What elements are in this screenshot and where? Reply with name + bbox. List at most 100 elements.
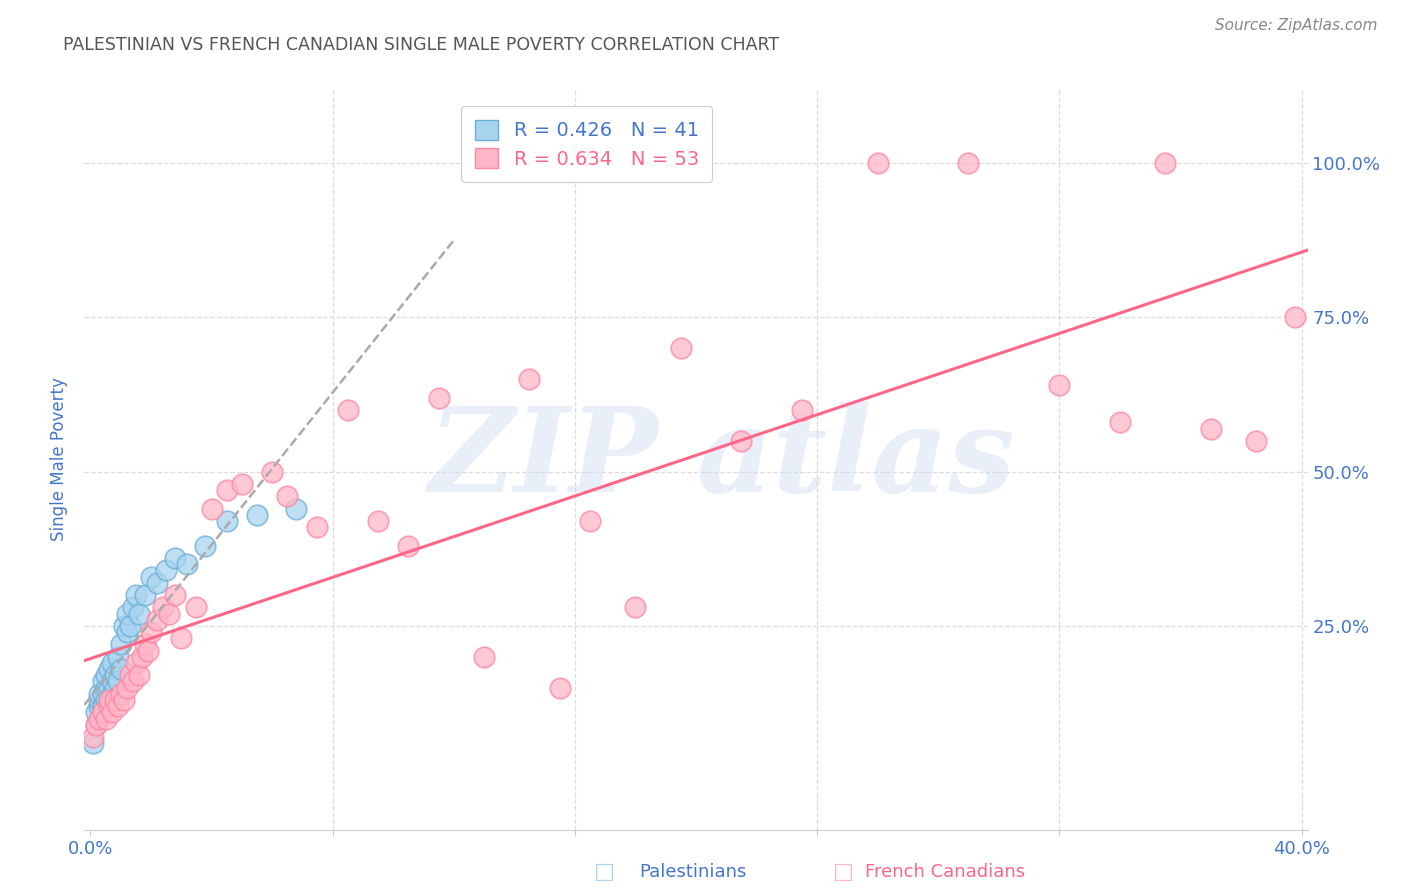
Text: Palestinians: Palestinians: [640, 863, 747, 881]
Point: [104, 693, 127, 707]
Point: [107, 649, 129, 664]
Legend: R = 0.426   N = 41, R = 0.634   N = 53: R = 0.426 N = 41, R = 0.634 N = 53: [461, 106, 713, 182]
Point: [118, 668, 141, 682]
Point: [285, 501, 308, 516]
Point: [134, 588, 156, 602]
Point: [115, 607, 138, 621]
Point: [1284, 310, 1306, 325]
Point: [107, 699, 129, 714]
Point: [94, 693, 117, 707]
Point: [104, 668, 127, 682]
Point: [115, 625, 138, 640]
Point: [91, 687, 114, 701]
Point: [139, 625, 162, 640]
Point: [89, 687, 111, 701]
Point: [152, 600, 174, 615]
Point: [146, 575, 169, 590]
Text: French Canadians: French Canadians: [865, 863, 1025, 881]
Point: [89, 712, 111, 726]
Point: [215, 483, 238, 498]
Point: [100, 687, 122, 701]
Point: [86, 717, 108, 731]
Point: [730, 434, 752, 448]
Point: [121, 674, 143, 689]
Point: [125, 656, 148, 670]
Point: [472, 649, 495, 664]
Point: [94, 668, 117, 682]
Point: [579, 514, 602, 528]
Point: [957, 156, 980, 170]
Point: [89, 693, 111, 707]
Point: [89, 699, 111, 714]
Point: [669, 342, 692, 356]
Text: ZIP: ZIP: [429, 402, 659, 516]
Point: [176, 558, 198, 572]
Point: [100, 674, 122, 689]
Point: [118, 619, 141, 633]
Point: [97, 699, 120, 714]
Point: [165, 551, 187, 566]
Point: [262, 465, 284, 479]
Point: [1108, 416, 1130, 430]
Point: [519, 372, 541, 386]
Point: [790, 403, 813, 417]
Point: [86, 717, 108, 731]
Point: [97, 681, 120, 695]
Point: [186, 600, 208, 615]
Point: [307, 520, 329, 534]
Point: [91, 674, 114, 689]
Point: [194, 539, 217, 553]
Point: [1199, 421, 1222, 435]
Point: [427, 391, 450, 405]
Point: [134, 637, 156, 651]
Point: [139, 569, 162, 583]
Point: [548, 681, 571, 695]
Point: [112, 693, 135, 707]
Point: [97, 662, 120, 676]
Text: Source: ZipAtlas.com: Source: ZipAtlas.com: [1215, 18, 1378, 33]
Point: [104, 681, 127, 695]
Point: [246, 508, 269, 522]
Point: [157, 607, 180, 621]
Point: [97, 693, 120, 707]
Point: [200, 501, 222, 516]
Point: [1047, 378, 1070, 392]
Point: [336, 403, 359, 417]
Point: [128, 607, 150, 621]
Point: [165, 588, 187, 602]
Point: [86, 706, 108, 720]
Point: [82, 736, 104, 750]
Point: [155, 564, 177, 578]
Point: [866, 156, 889, 170]
Point: [136, 643, 159, 657]
Point: [276, 489, 298, 503]
Point: [146, 613, 169, 627]
Point: [94, 712, 117, 726]
Point: [231, 477, 253, 491]
Point: [367, 514, 389, 528]
Point: [215, 514, 238, 528]
Point: [1154, 156, 1177, 170]
Text: □: □: [834, 863, 853, 882]
Point: [110, 637, 132, 651]
Point: [94, 681, 117, 695]
Point: [128, 668, 150, 682]
Text: □: □: [595, 863, 614, 882]
Point: [110, 687, 132, 701]
Point: [91, 699, 114, 714]
Point: [624, 600, 647, 615]
Point: [91, 706, 114, 720]
Point: [112, 619, 135, 633]
Point: [100, 706, 122, 720]
Point: [125, 588, 148, 602]
Point: [107, 674, 129, 689]
Point: [131, 649, 153, 664]
Point: [115, 681, 138, 695]
Point: [97, 693, 120, 707]
Point: [110, 662, 132, 676]
Point: [1244, 434, 1267, 448]
Text: PALESTINIAN VS FRENCH CANADIAN SINGLE MALE POVERTY CORRELATION CHART: PALESTINIAN VS FRENCH CANADIAN SINGLE MA…: [63, 36, 779, 54]
Text: atlas: atlas: [696, 402, 1015, 516]
Y-axis label: Single Male Poverty: Single Male Poverty: [51, 377, 69, 541]
Point: [82, 730, 104, 744]
